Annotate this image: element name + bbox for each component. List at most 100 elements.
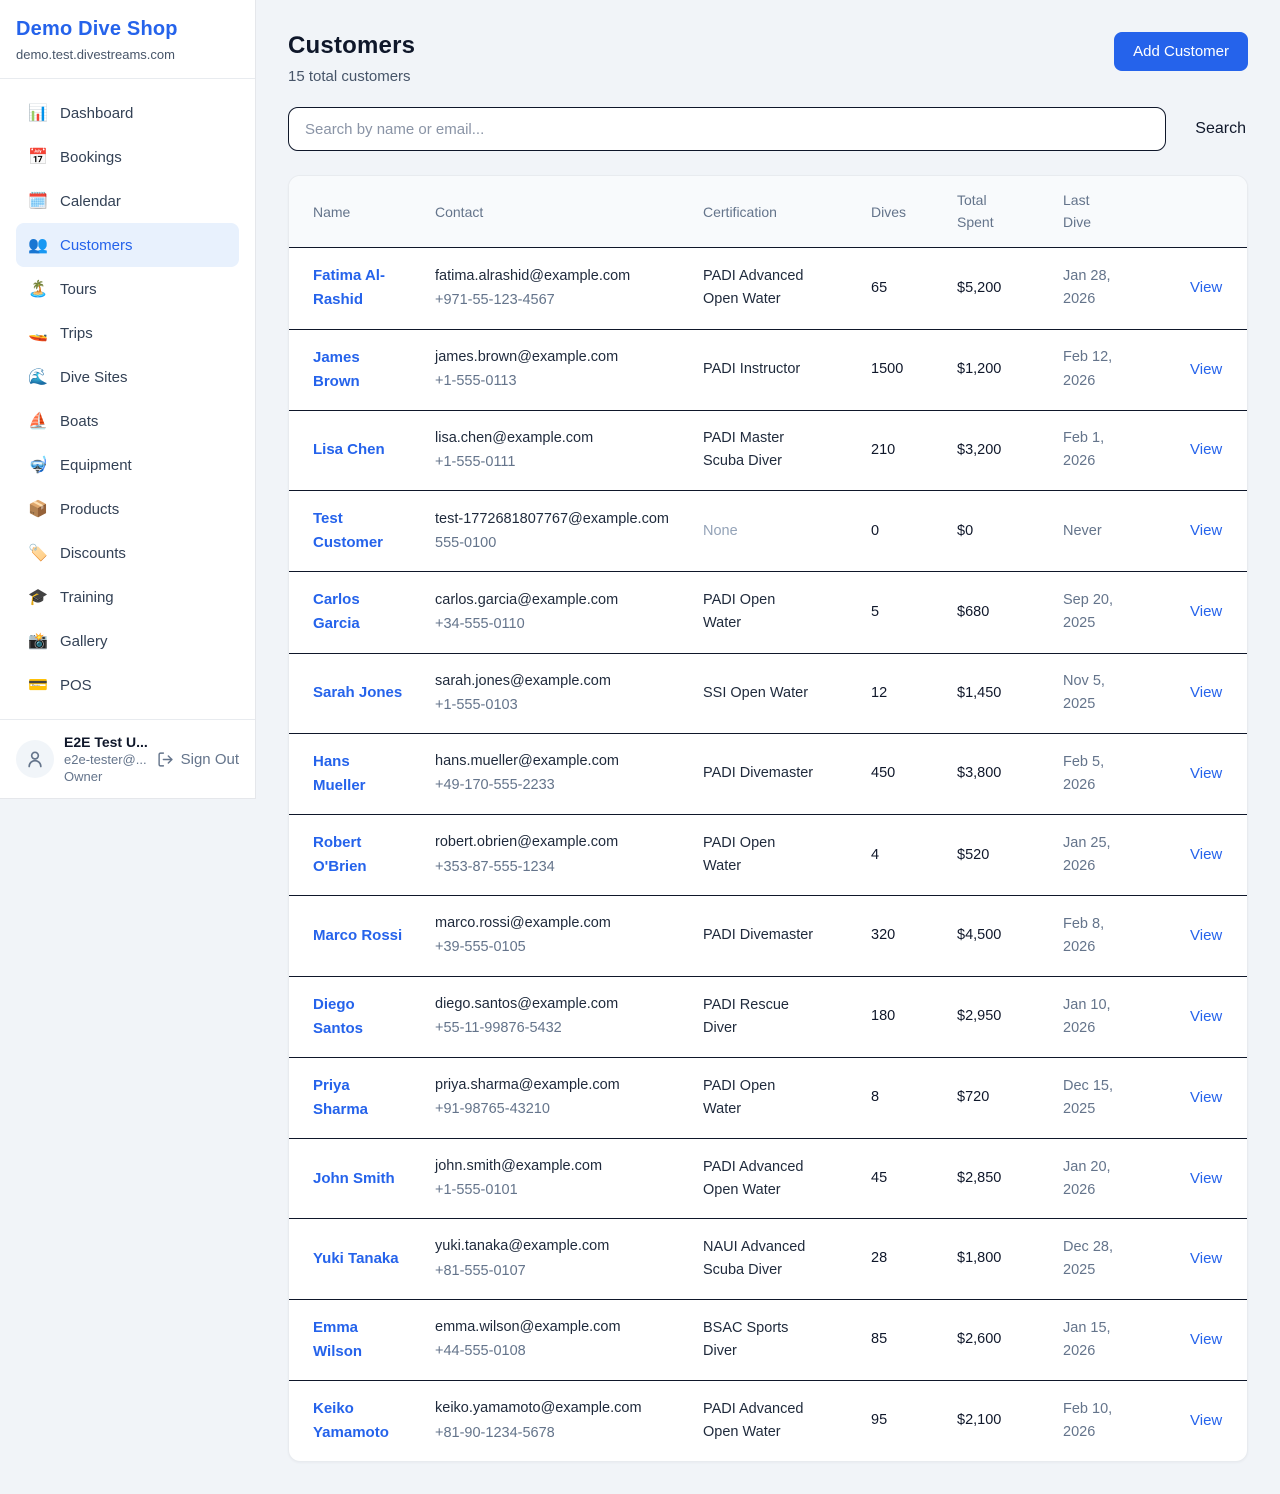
customer-phone: +1-555-0111 — [435, 453, 516, 470]
sidebar-item-training[interactable]: 🎓 Training — [16, 575, 239, 619]
sidebar-item-dashboard[interactable]: 📊 Dashboard — [16, 91, 239, 135]
sidebar-item-calendar[interactable]: 🗓️ Calendar — [16, 179, 239, 223]
last-dive-date: Jan 28, 2026 — [1063, 268, 1111, 308]
shop-domain: demo.test.divestreams.com — [16, 47, 175, 62]
view-link[interactable]: View — [1190, 1249, 1223, 1267]
customer-name-link[interactable]: Marco Rossi — [313, 926, 403, 944]
customer-name-link[interactable]: Sarah Jones — [313, 684, 403, 702]
sidebar-item-gallery[interactable]: 📸 Gallery — [16, 619, 239, 663]
customer-name-link[interactable]: Hans Mueller — [313, 752, 366, 794]
last-dive-date: Jan 25, 2026 — [1063, 834, 1111, 875]
dives-count: 320 — [871, 927, 896, 944]
view-link[interactable]: View — [1190, 522, 1223, 540]
view-link[interactable]: View — [1190, 926, 1223, 944]
view-link[interactable]: View — [1190, 1330, 1223, 1348]
sign-out-button[interactable]: Sign Out — [157, 751, 239, 768]
view-link[interactable]: View — [1190, 1411, 1223, 1429]
customer-name-link[interactable]: Keiko Yamamoto — [313, 1399, 389, 1441]
sidebar-item-dive-sites[interactable]: 🌊 Dive Sites — [16, 355, 239, 399]
table-row: Emma Wilson emma.wilson@example.com +44-… — [289, 1298, 1247, 1381]
sidebar-item-label: Equipment — [60, 456, 132, 474]
sidebar-item-label: Calendar — [60, 192, 121, 210]
view-link[interactable]: View — [1190, 1007, 1223, 1025]
customer-name-link[interactable]: Robert O'Brien — [313, 834, 367, 876]
customer-name-link[interactable]: Carlos Garcia — [313, 591, 360, 633]
total-spent: $4,500 — [957, 927, 1002, 944]
column-header: Total Spent — [957, 176, 1063, 249]
view-link[interactable]: View — [1190, 360, 1223, 378]
sidebar-item-equipment[interactable]: 🤿 Equipment — [16, 443, 239, 487]
customer-name-link[interactable]: Lisa Chen — [313, 441, 385, 459]
customer-name-link[interactable]: Diego Santos — [313, 995, 364, 1037]
last-dive-date: Jan 10, 2026 — [1063, 996, 1111, 1036]
customer-name-link[interactable]: John Smith — [313, 1169, 395, 1187]
certification: PADI Open Water — [703, 592, 776, 632]
dives-count: 180 — [871, 1008, 896, 1025]
customer-email: john.smith@example.com — [435, 1158, 603, 1174]
total-spent: $3,200 — [957, 441, 1002, 458]
view-link[interactable]: View — [1190, 684, 1223, 702]
sidebar-item-label: Customers — [60, 236, 133, 254]
customer-email: james.brown@example.com — [435, 348, 619, 365]
view-link[interactable]: View — [1190, 1088, 1223, 1106]
sidebar-item-pos[interactable]: 💳 POS — [16, 663, 239, 707]
sidebar-item-discounts[interactable]: 🏷️ Discounts — [16, 531, 239, 575]
user-role: Owner — [64, 769, 103, 784]
table-body: Fatima Al-Rashid fatima.alrashid@example… — [289, 248, 1247, 1462]
customer-email: sarah.jones@example.com — [435, 672, 611, 689]
customer-name-link[interactable]: Priya Sharma — [313, 1076, 369, 1118]
sidebar-item-customers[interactable]: 👥 Customers — [16, 223, 239, 267]
sidebar-item-label: Tours — [60, 280, 97, 298]
search-input[interactable] — [288, 107, 1167, 151]
dive-sites-icon: 🌊 — [28, 369, 48, 386]
bookings-icon: 📅 — [28, 149, 48, 166]
dives-count: 95 — [871, 1412, 888, 1429]
customer-phone: +1-555-0101 — [435, 1182, 518, 1199]
view-link[interactable]: View — [1190, 279, 1223, 297]
main-content: Customers 15 total customers Add Custome… — [256, 0, 1280, 1494]
view-link[interactable]: View — [1190, 1169, 1223, 1187]
sidebar-item-bookings[interactable]: 📅 Bookings — [16, 135, 239, 179]
customer-name-link[interactable]: Yuki Tanaka — [313, 1249, 399, 1267]
dives-count: 450 — [871, 765, 896, 782]
view-link[interactable]: View — [1190, 603, 1223, 621]
customer-email: fatima.alrashid@example.com — [435, 267, 631, 284]
certification: None — [703, 522, 738, 539]
certification: BSAC Sports Diver — [703, 1319, 789, 1359]
last-dive-date: Sep 20, 2025 — [1063, 592, 1113, 632]
total-spent: $5,200 — [957, 279, 1002, 296]
customer-name-link[interactable]: Test Customer — [313, 510, 384, 552]
last-dive-date: Feb 8, 2026 — [1063, 915, 1105, 955]
customer-email: yuki.tanaka@example.com — [435, 1238, 610, 1255]
search-button[interactable]: Search — [1193, 116, 1248, 142]
table-row: Carlos Garcia carlos.garcia@example.com … — [289, 571, 1247, 653]
customer-name-link[interactable]: James Brown — [313, 348, 360, 390]
table-row: Fatima Al-Rashid fatima.alrashid@example… — [289, 248, 1247, 329]
view-link[interactable]: View — [1190, 764, 1223, 782]
sidebar-item-trips[interactable]: 🚤 Trips — [16, 311, 239, 355]
customer-email: hans.mueller@example.com — [435, 753, 619, 770]
add-customer-button[interactable]: Add Customer — [1114, 32, 1248, 71]
equipment-icon: 🤿 — [28, 457, 48, 474]
sidebar-item-label: Boats — [60, 412, 99, 430]
user-name: E2E Test U... — [64, 734, 148, 750]
view-link[interactable]: View — [1190, 441, 1223, 459]
sidebar-item-boats[interactable]: ⛵ Boats — [16, 399, 239, 443]
last-dive-date: Never — [1063, 522, 1102, 539]
sidebar-item-label: POS — [60, 676, 92, 694]
customer-name-link[interactable]: Fatima Al-Rashid — [313, 267, 385, 309]
customer-phone: +81-555-0107 — [435, 1262, 526, 1279]
view-link[interactable]: View — [1190, 846, 1223, 864]
customer-email: robert.obrien@example.com — [435, 834, 619, 851]
sidebar-item-tours[interactable]: 🏝️ Tours — [16, 267, 239, 311]
table-row: Hans Mueller hans.mueller@example.com +4… — [289, 732, 1247, 815]
last-dive-date: Feb 12, 2026 — [1063, 349, 1113, 389]
table-row: Robert O'Brien robert.obrien@example.com… — [289, 814, 1247, 896]
certification: PADI Instructor — [703, 361, 801, 378]
customers-table: Name Contact Certification Dives Total S… — [289, 176, 1247, 1462]
sidebar-item-products[interactable]: 📦 Products — [16, 487, 239, 531]
customer-name-link[interactable]: Emma Wilson — [313, 1318, 363, 1360]
total-spent: $0 — [957, 522, 974, 539]
dives-count: 1500 — [871, 361, 904, 378]
dives-count: 4 — [871, 846, 880, 863]
